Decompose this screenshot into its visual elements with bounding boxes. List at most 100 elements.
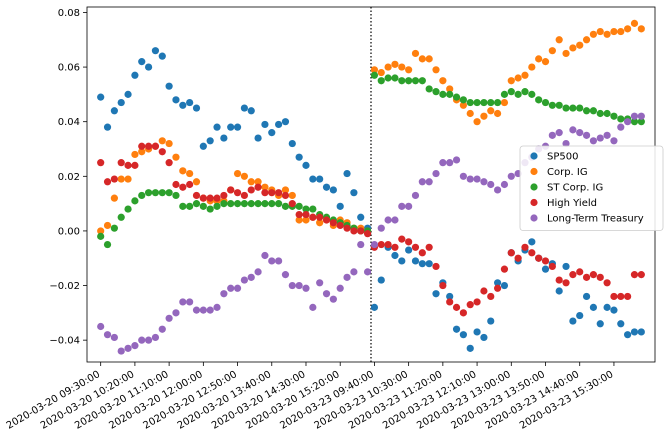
data-point bbox=[528, 249, 536, 257]
data-point bbox=[179, 202, 187, 210]
data-point bbox=[411, 77, 420, 85]
data-point bbox=[398, 77, 406, 85]
data-point bbox=[459, 101, 467, 109]
data-point bbox=[151, 47, 160, 55]
data-point bbox=[268, 200, 276, 208]
data-point bbox=[124, 344, 132, 352]
data-point bbox=[172, 309, 180, 317]
data-point bbox=[179, 298, 187, 306]
data-point bbox=[206, 306, 214, 314]
data-point bbox=[281, 271, 290, 279]
data-point bbox=[535, 55, 543, 63]
data-point bbox=[144, 189, 153, 197]
data-point bbox=[582, 36, 591, 44]
data-point bbox=[377, 77, 385, 85]
data-point bbox=[103, 221, 112, 230]
legend-marker bbox=[530, 167, 538, 176]
data-point bbox=[192, 200, 201, 208]
data-point bbox=[370, 66, 379, 74]
data-point bbox=[405, 238, 413, 246]
data-point bbox=[138, 58, 146, 66]
data-point bbox=[617, 123, 625, 131]
data-point bbox=[97, 227, 105, 235]
data-point bbox=[302, 210, 310, 219]
data-point bbox=[630, 328, 639, 336]
data-point bbox=[240, 191, 248, 200]
data-point bbox=[309, 205, 317, 213]
data-point bbox=[110, 194, 118, 202]
data-point bbox=[603, 131, 611, 139]
legend-label: SP500 bbox=[547, 152, 578, 163]
data-point bbox=[521, 243, 529, 251]
data-point bbox=[370, 303, 379, 311]
data-point bbox=[603, 109, 611, 118]
data-point bbox=[199, 194, 207, 202]
data-point bbox=[138, 148, 146, 156]
data-point bbox=[144, 336, 153, 344]
data-point bbox=[541, 265, 550, 273]
data-point bbox=[418, 260, 426, 268]
data-point bbox=[446, 159, 454, 167]
data-point bbox=[179, 167, 187, 175]
data-point bbox=[350, 268, 358, 276]
data-point bbox=[165, 139, 173, 148]
data-point bbox=[473, 98, 481, 107]
data-point bbox=[548, 47, 556, 55]
data-point bbox=[487, 180, 495, 189]
data-point bbox=[432, 262, 440, 271]
legend-marker bbox=[530, 198, 538, 207]
data-point bbox=[480, 112, 488, 120]
data-point bbox=[302, 161, 310, 169]
data-point bbox=[528, 63, 536, 71]
data-point bbox=[562, 279, 570, 287]
data-point bbox=[391, 251, 399, 260]
data-point bbox=[494, 98, 502, 107]
data-point bbox=[370, 71, 379, 79]
data-point bbox=[548, 101, 556, 109]
y-tick-label: 0.06 bbox=[58, 63, 80, 74]
data-point bbox=[268, 189, 276, 197]
data-point bbox=[261, 200, 269, 208]
data-point bbox=[131, 150, 139, 159]
data-point bbox=[288, 200, 296, 208]
data-point bbox=[637, 271, 645, 279]
data-point bbox=[391, 74, 399, 82]
data-point bbox=[213, 123, 221, 131]
data-point bbox=[192, 104, 201, 112]
data-point bbox=[624, 25, 632, 33]
data-point bbox=[179, 183, 187, 191]
data-point bbox=[610, 27, 618, 36]
y-axis: −0.04 −0.02 0.00 0.02 0.04 0.06 0.08 bbox=[49, 8, 87, 347]
data-point bbox=[514, 90, 522, 98]
data-point bbox=[192, 306, 201, 314]
data-point bbox=[261, 251, 269, 260]
data-point bbox=[418, 55, 426, 63]
data-point bbox=[172, 153, 180, 161]
data-point bbox=[459, 331, 467, 339]
legend-label: Long-Term Treasury bbox=[547, 214, 644, 225]
data-point bbox=[439, 90, 447, 98]
data-point bbox=[630, 19, 639, 27]
data-point bbox=[302, 216, 310, 224]
data-point bbox=[357, 227, 365, 235]
data-point bbox=[446, 292, 454, 301]
data-point bbox=[329, 219, 337, 227]
data-point bbox=[233, 200, 242, 208]
data-point bbox=[322, 216, 331, 224]
y-tick-label: 0.04 bbox=[58, 117, 80, 128]
data-point bbox=[117, 98, 125, 107]
data-point bbox=[589, 303, 598, 311]
data-point bbox=[446, 298, 454, 306]
data-point bbox=[541, 98, 550, 107]
data-point bbox=[405, 202, 413, 210]
data-point bbox=[480, 178, 488, 186]
data-point bbox=[124, 205, 132, 213]
data-point bbox=[295, 210, 303, 219]
data-point bbox=[576, 311, 584, 320]
data-point bbox=[247, 273, 255, 281]
data-point bbox=[186, 180, 194, 189]
data-point bbox=[227, 200, 235, 208]
data-point bbox=[336, 284, 344, 292]
data-point bbox=[144, 63, 153, 71]
